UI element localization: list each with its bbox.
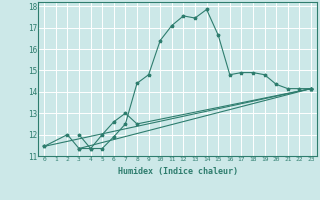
X-axis label: Humidex (Indice chaleur): Humidex (Indice chaleur) — [118, 167, 238, 176]
